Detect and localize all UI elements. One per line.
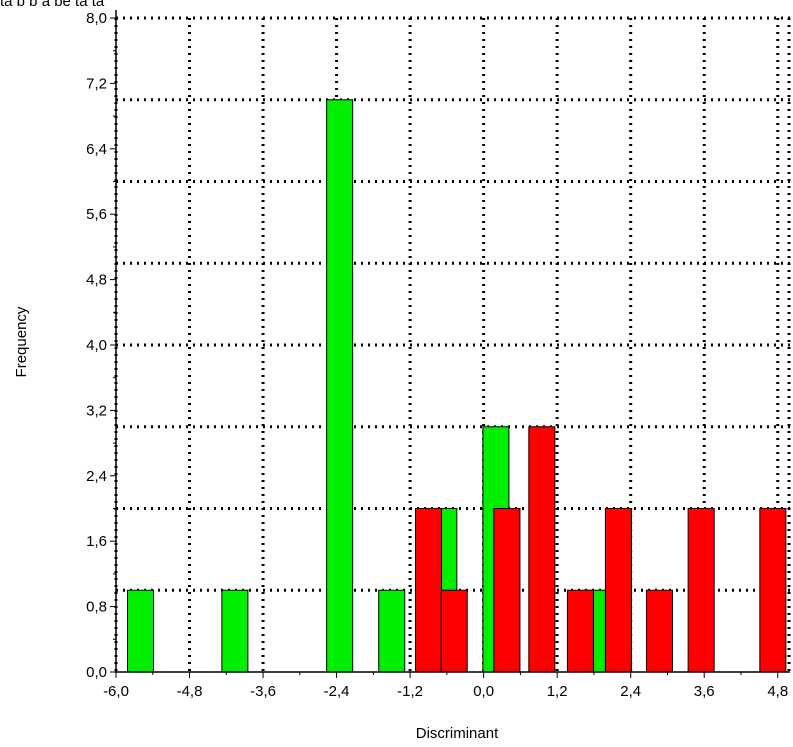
y-tick-label: 8,0 bbox=[86, 10, 107, 27]
y-axis-ticks: 0,0 0,8 1,6 2,4 3,2 4,0 4,8 5,6 6,4 7,2 8,0 bbox=[86, 10, 116, 681]
x-tick-label: -3,6 bbox=[250, 683, 276, 700]
x-tick-label: 3,6 bbox=[694, 683, 715, 700]
red-bar bbox=[566, 589, 594, 673]
x-tick-label: -4,8 bbox=[177, 683, 203, 700]
y-tick-label: 4,8 bbox=[86, 272, 107, 289]
x-tick-label: -1,2 bbox=[397, 683, 423, 700]
x-tick-label: 2,4 bbox=[620, 683, 641, 700]
y-tick-label: 2,4 bbox=[86, 468, 107, 485]
red-bar bbox=[604, 508, 632, 673]
red-bar bbox=[414, 508, 443, 673]
x-tick-label: 4,8 bbox=[767, 683, 788, 700]
y-tick-label: 5,6 bbox=[86, 206, 107, 223]
bars bbox=[126, 99, 787, 673]
axes bbox=[115, 10, 790, 673]
y-tick-label: 3,2 bbox=[86, 402, 107, 419]
red-bar bbox=[687, 508, 715, 673]
green-bar bbox=[221, 589, 249, 673]
red-bar bbox=[528, 426, 556, 673]
gridlines bbox=[114, 16, 791, 672]
y-tick-label: 4,0 bbox=[86, 337, 107, 354]
clipped-top-text: ta b b a be ta ta bbox=[0, 0, 105, 10]
x-tick-label: 1,2 bbox=[547, 683, 568, 700]
y-tick-label: 6,4 bbox=[86, 141, 107, 158]
y-axis-title: Frequency bbox=[13, 306, 30, 377]
x-axis-ticks: -6,0 -4,8 -3,6 -2,4 -1,2 0,0 1,2 2,4 3,6 4,8 bbox=[103, 672, 788, 700]
y-tick-label: 0,8 bbox=[86, 599, 107, 616]
red-bar bbox=[440, 589, 468, 673]
green-bar bbox=[126, 589, 155, 673]
red-bar bbox=[493, 508, 521, 673]
y-tick-label: 0,0 bbox=[86, 664, 107, 681]
x-axis-title: Discriminant bbox=[416, 725, 499, 742]
y-tick-label: 7,2 bbox=[86, 75, 107, 92]
green-bar bbox=[326, 99, 354, 673]
y-tick-label: 1,6 bbox=[86, 533, 107, 550]
x-tick-label: -6,0 bbox=[103, 683, 129, 700]
x-tick-label: 0,0 bbox=[473, 683, 494, 700]
green-bar bbox=[378, 589, 406, 673]
red-bar bbox=[645, 589, 674, 673]
x-tick-label: -2,4 bbox=[324, 683, 350, 700]
red-bar bbox=[759, 508, 787, 673]
